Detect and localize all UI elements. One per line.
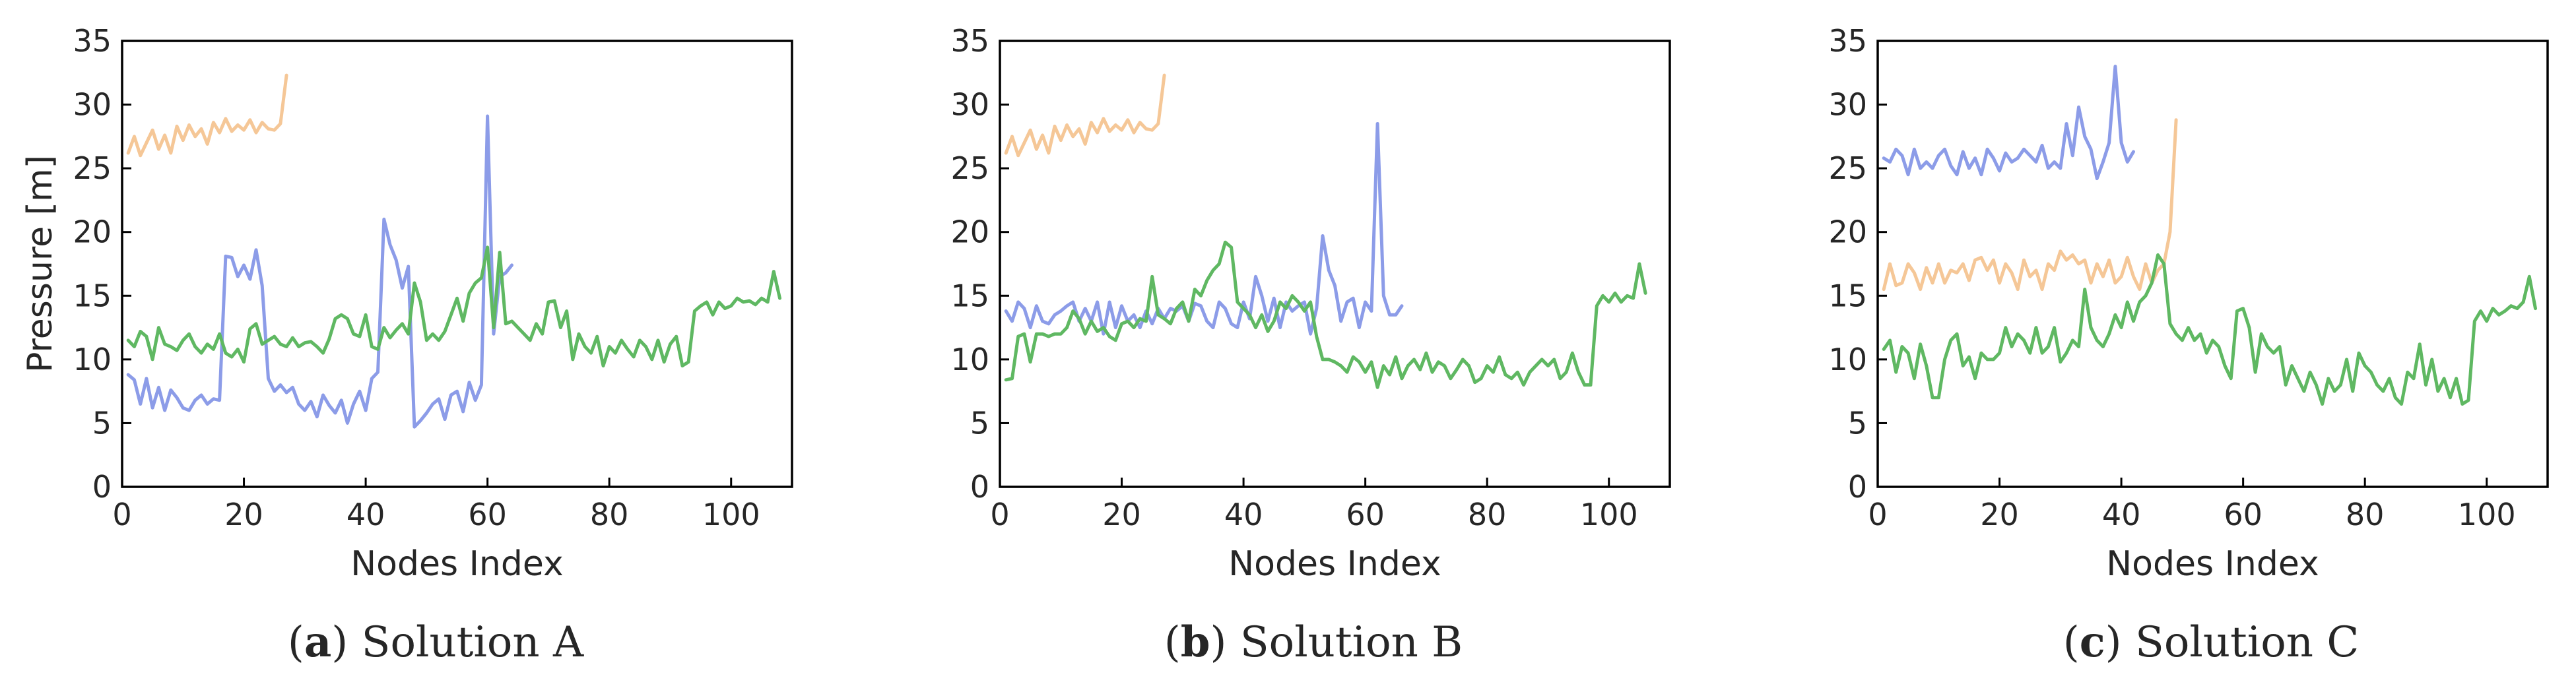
series-line-blue [1882,65,2135,181]
y-tick-label: 35 [1828,23,1867,59]
y-tick-label: 20 [73,214,112,250]
x-tick-label: 80 [590,497,629,532]
y-axis-label: Pressure [m] [20,155,60,373]
y-tick-label: 25 [73,150,112,186]
y-tick-label: 0 [970,469,989,505]
series-line-green [126,245,781,367]
series-line-blue [1004,122,1404,336]
x-tick-label: 60 [468,497,507,532]
x-tick-label: 20 [1102,497,1141,532]
y-tick-label: 15 [73,278,112,313]
x-axis-label: Nodes Index [1228,544,1441,584]
y-tick-label: 0 [1848,469,1867,505]
y-tick-label: 5 [92,405,112,441]
x-tick-label: 100 [1580,497,1638,532]
x-tick-label: 40 [1224,497,1263,532]
caption-letter: c [2080,617,2105,667]
plot-frame [1876,40,2549,488]
panel-caption: (c) Solution C [2063,617,2360,667]
x-tick-label: 0 [112,497,131,532]
y-tick-label: 35 [950,23,989,59]
x-tick-label: 80 [2346,497,2385,532]
x-tick-label: 20 [224,497,263,532]
series-line-green [1882,253,2537,406]
x-axis-label: Nodes Index [350,544,564,584]
x-tick-label: 80 [1468,497,1507,532]
y-tick-label: 15 [1828,278,1867,313]
y-tick-label: 10 [73,342,112,377]
series-line-blue [126,114,513,429]
x-tick-label: 100 [702,497,760,532]
caption-letter: b [1181,617,1210,667]
y-tick-label: 30 [950,87,989,123]
series-line-orange [1882,118,2178,292]
x-axis-label: Nodes Index [2106,544,2319,584]
y-tick-label: 20 [950,214,989,250]
y-tick-label: 10 [1828,342,1867,377]
x-tick-label: 60 [1346,497,1385,532]
y-tick-label: 25 [1828,150,1867,186]
x-tick-label: 0 [990,497,1009,532]
y-tick-label: 30 [73,87,112,123]
plot-frame [999,40,1671,488]
series-line-orange [1004,73,1166,158]
caption-letter: a [304,617,331,667]
y-tick-label: 15 [950,278,989,313]
x-tick-label: 20 [1980,497,2019,532]
y-tick-label: 35 [73,23,112,59]
series-line-orange [126,73,288,158]
y-tick-label: 20 [1828,214,1867,250]
panel-c: 0 20 40 60 80 100 0 5 10 15 20 25 30 35 Nodes Index (c)… [1828,23,2549,667]
panel-caption: (b) Solution B [1164,617,1463,667]
plot-frame [121,40,793,488]
series-line-green [1004,240,1647,389]
y-tick-label: 5 [970,405,989,441]
y-tick-label: 10 [950,342,989,377]
y-tick-label: 30 [1828,87,1867,123]
panel-caption: (a) Solution A [288,617,584,667]
x-tick-label: 40 [347,497,385,532]
x-tick-label: 60 [2224,497,2262,532]
panel-a: 0 20 40 60 80 100 0 5 10 15 20 25 30 35 Nodes Index Pre… [20,23,793,667]
x-tick-label: 100 [2458,497,2516,532]
y-tick-label: 0 [92,469,112,505]
y-tick-label: 25 [950,150,989,186]
panel-b: 0 20 40 60 80 100 0 5 10 15 20 25 30 35 Nodes Index (b)… [950,23,1671,667]
y-tick-label: 5 [1848,405,1867,441]
x-tick-label: 0 [1868,497,1887,532]
x-tick-label: 40 [2102,497,2141,532]
